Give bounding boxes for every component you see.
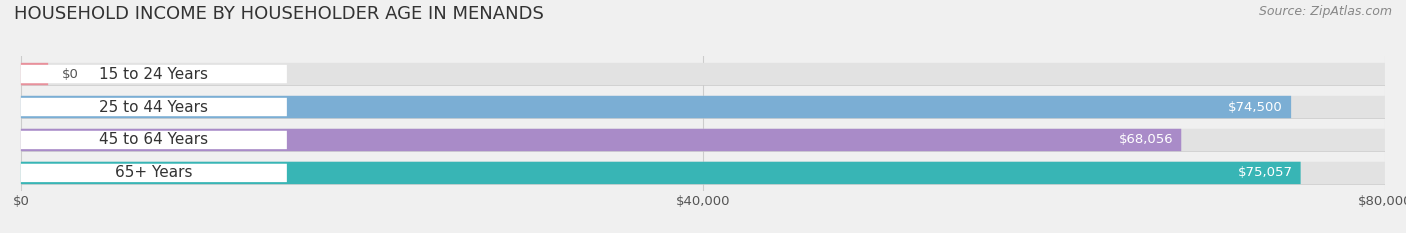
- FancyBboxPatch shape: [21, 162, 1301, 184]
- FancyBboxPatch shape: [21, 162, 1385, 184]
- FancyBboxPatch shape: [21, 63, 1385, 85]
- Text: $0: $0: [62, 68, 79, 81]
- Text: 45 to 64 Years: 45 to 64 Years: [100, 133, 208, 147]
- Text: 15 to 24 Years: 15 to 24 Years: [100, 67, 208, 82]
- FancyBboxPatch shape: [21, 129, 1181, 151]
- Text: HOUSEHOLD INCOME BY HOUSEHOLDER AGE IN MENANDS: HOUSEHOLD INCOME BY HOUSEHOLDER AGE IN M…: [14, 5, 544, 23]
- FancyBboxPatch shape: [21, 63, 48, 85]
- FancyBboxPatch shape: [21, 98, 287, 116]
- FancyBboxPatch shape: [21, 65, 287, 83]
- FancyBboxPatch shape: [21, 96, 1291, 118]
- Text: 25 to 44 Years: 25 to 44 Years: [100, 99, 208, 114]
- FancyBboxPatch shape: [21, 131, 287, 149]
- FancyBboxPatch shape: [21, 96, 1385, 118]
- Text: $74,500: $74,500: [1229, 100, 1282, 113]
- Text: $68,056: $68,056: [1118, 134, 1173, 147]
- Text: $75,057: $75,057: [1237, 166, 1292, 179]
- FancyBboxPatch shape: [21, 164, 287, 182]
- FancyBboxPatch shape: [21, 129, 1385, 151]
- Text: Source: ZipAtlas.com: Source: ZipAtlas.com: [1258, 5, 1392, 18]
- Text: 65+ Years: 65+ Years: [115, 165, 193, 180]
